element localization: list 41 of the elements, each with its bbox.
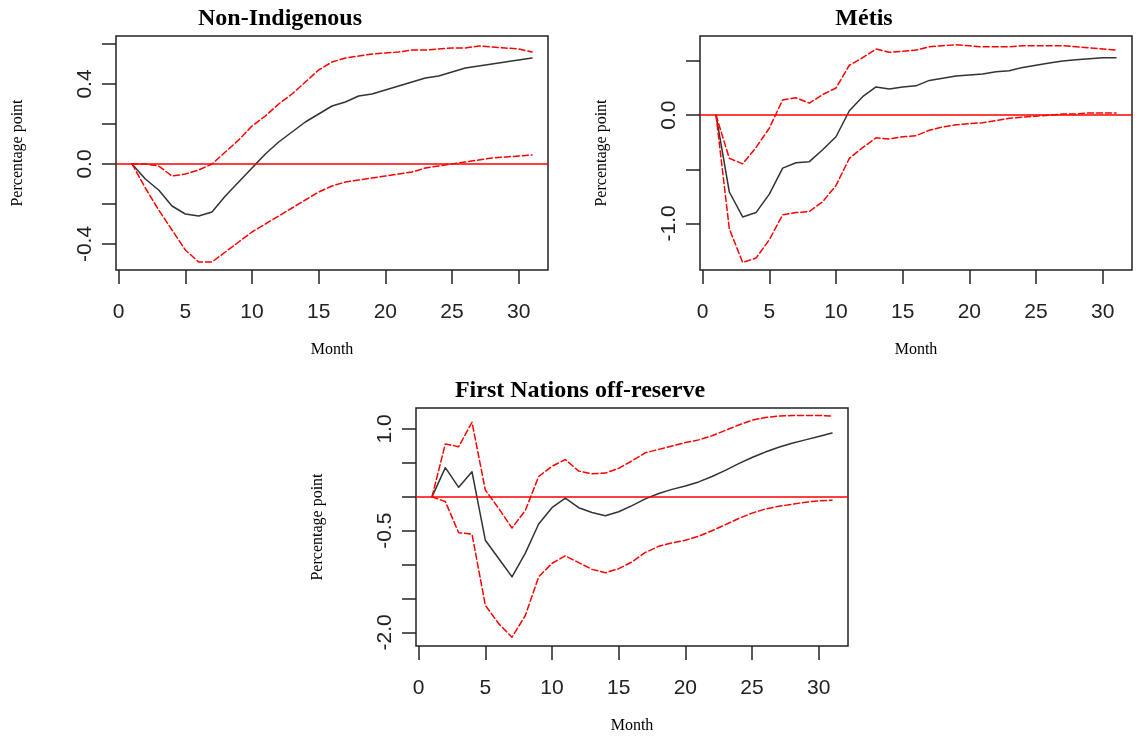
y-tick-label: -1.0 <box>656 205 679 242</box>
y-tick-label: 0.4 <box>72 69 95 99</box>
y-axis-title: Percentage point <box>7 98 26 207</box>
x-axis-title: Month <box>310 339 354 357</box>
x-tick-label: 10 <box>240 299 264 322</box>
chart-title: First Nations off-reserve <box>454 376 706 402</box>
y-tick-label: -0.4 <box>72 225 95 263</box>
y-axis-title: Percentage point <box>307 472 326 581</box>
x-tick-label: 15 <box>890 299 915 322</box>
x-tick-label: 5 <box>763 299 776 322</box>
x-tick-label: 10 <box>824 299 848 322</box>
y-tick-label: 1.0 <box>372 414 395 444</box>
x-tick-label: 5 <box>479 675 492 698</box>
y-tick-label: -0.5 <box>372 512 395 549</box>
y-axis-title: Percentage point <box>591 98 610 207</box>
line-series <box>431 432 833 578</box>
x-tick-label: 25 <box>440 299 464 322</box>
x-tick-label: 30 <box>506 299 531 322</box>
x-tick-label: 0 <box>696 299 709 322</box>
x-tick-label: 10 <box>540 675 564 698</box>
y-tick-label: -2.0 <box>372 614 395 651</box>
line-series <box>131 57 533 217</box>
y-tick-label: 0.0 <box>656 100 679 130</box>
x-tick-label: 25 <box>1024 299 1048 322</box>
x-axis-title: Month <box>610 715 654 733</box>
x-tick-label: 30 <box>1090 299 1115 322</box>
y-tick-label: 0.0 <box>72 149 95 179</box>
x-tick-label: 25 <box>740 675 764 698</box>
line-series <box>715 56 1117 218</box>
x-tick-label: 20 <box>373 299 398 322</box>
x-tick-label: 0 <box>412 675 425 698</box>
x-tick-label: 5 <box>179 299 192 322</box>
x-tick-label: 20 <box>957 299 982 322</box>
chart-title: Non-Indigenous <box>197 4 363 30</box>
x-tick-label: 30 <box>806 675 831 698</box>
x-tick-label: 20 <box>673 675 698 698</box>
x-tick-label: 0 <box>112 299 125 322</box>
x-tick-label: 15 <box>606 675 631 698</box>
x-axis-title: Month <box>894 339 938 357</box>
chart-title: Métis <box>835 4 893 30</box>
x-tick-label: 15 <box>306 299 331 322</box>
